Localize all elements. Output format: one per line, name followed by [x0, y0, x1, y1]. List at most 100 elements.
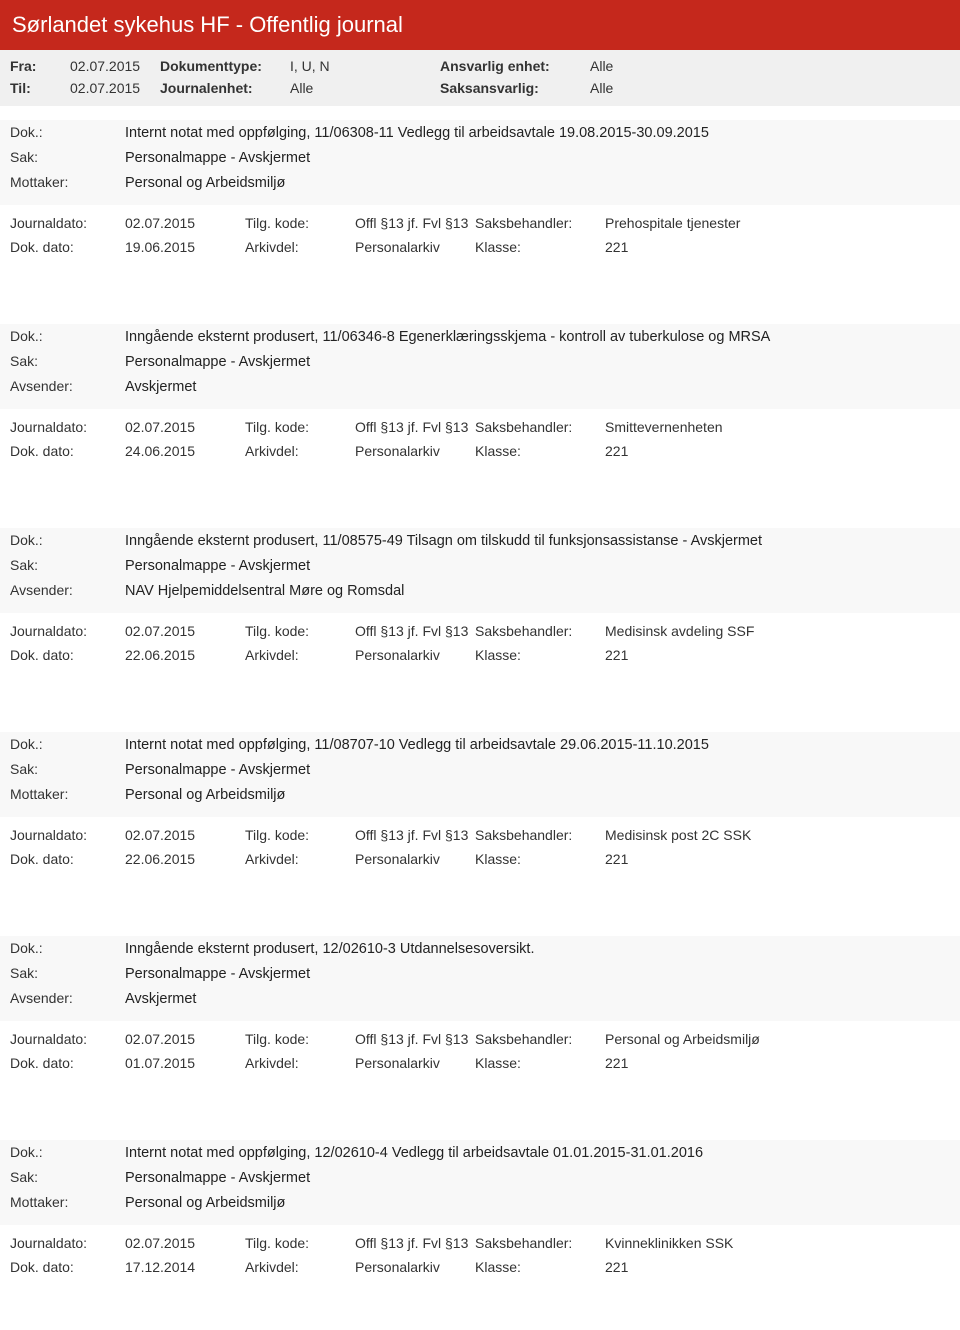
- party-value: Personal og Arbeidsmiljø: [125, 175, 950, 191]
- journaldato-value: 02.07.2015: [125, 419, 245, 435]
- arkivdel-value: Personalarkiv: [355, 443, 475, 459]
- sak-value: Personalmappe - Avskjermet: [125, 762, 950, 778]
- klasse-label: Klasse:: [475, 647, 605, 663]
- tilgkode-label: Tilg. kode:: [245, 1031, 355, 1047]
- sak-value: Personalmappe - Avskjermet: [125, 150, 950, 166]
- sak-label: Sak:: [10, 353, 125, 369]
- dokdato-value: 19.06.2015: [125, 239, 245, 255]
- journaldato-label: Journaldato:: [10, 1031, 125, 1047]
- til-label: Til:: [10, 80, 70, 96]
- tilgkode-label: Tilg. kode:: [245, 623, 355, 639]
- journaldato-label: Journaldato:: [10, 827, 125, 843]
- sak-label: Sak:: [10, 761, 125, 777]
- party-value: Avskjermet: [125, 991, 950, 1007]
- tilgkode-value: Offl §13 jf. Fvl §13: [355, 1235, 475, 1251]
- sak-label: Sak:: [10, 965, 125, 981]
- journaldato-value: 02.07.2015: [125, 1031, 245, 1047]
- dok-label: Dok.:: [10, 940, 125, 956]
- party-label: Mottaker:: [10, 1194, 125, 1210]
- sak-value: Personalmappe - Avskjermet: [125, 1170, 950, 1186]
- dok-label: Dok.:: [10, 1144, 125, 1160]
- journal-entry: Dok.: Internt notat med oppfølging, 11/0…: [0, 718, 960, 892]
- sak-label: Sak:: [10, 149, 125, 165]
- dokdato-label: Dok. dato:: [10, 239, 125, 255]
- saksbehandler-value: Medisinsk avdeling SSF: [605, 623, 950, 639]
- journal-entry: Dok.: Inngående eksternt produsert, 11/0…: [0, 310, 960, 484]
- saksansvarlig-label: Saksansvarlig:: [440, 80, 590, 96]
- page-title: Sørlandet sykehus HF - Offentlig journal: [12, 12, 403, 37]
- dok-value: Inngående eksternt produsert, 12/02610-3…: [125, 941, 950, 957]
- tilgkode-value: Offl §13 jf. Fvl §13: [355, 827, 475, 843]
- dok-label: Dok.:: [10, 736, 125, 752]
- tilgkode-value: Offl §13 jf. Fvl §13: [355, 1031, 475, 1047]
- dokdato-label: Dok. dato:: [10, 851, 125, 867]
- klasse-label: Klasse:: [475, 851, 605, 867]
- tilgkode-value: Offl §13 jf. Fvl §13: [355, 623, 475, 639]
- saksbehandler-label: Saksbehandler:: [475, 1235, 605, 1251]
- arkivdel-value: Personalarkiv: [355, 647, 475, 663]
- saksbehandler-value: Personal og Arbeidsmiljø: [605, 1031, 950, 1047]
- dokdato-label: Dok. dato:: [10, 647, 125, 663]
- tilgkode-label: Tilg. kode:: [245, 215, 355, 231]
- dokdato-value: 22.06.2015: [125, 851, 245, 867]
- arkivdel-label: Arkivdel:: [245, 1055, 355, 1071]
- dok-label: Dok.:: [10, 328, 125, 344]
- dok-label: Dok.:: [10, 532, 125, 548]
- sak-value: Personalmappe - Avskjermet: [125, 966, 950, 982]
- doktype-value: I, U, N: [290, 58, 440, 74]
- journaldato-value: 02.07.2015: [125, 1235, 245, 1251]
- dokdato-value: 24.06.2015: [125, 443, 245, 459]
- arkivdel-label: Arkivdel:: [245, 647, 355, 663]
- dok-value: Inngående eksternt produsert, 11/08575-4…: [125, 533, 950, 549]
- dok-value: Internt notat med oppfølging, 12/02610-4…: [125, 1145, 950, 1161]
- dok-value: Inngående eksternt produsert, 11/06346-8…: [125, 329, 950, 345]
- klasse-value: 221: [605, 1259, 950, 1275]
- journal-entry: Dok.: Inngående eksternt produsert, 12/0…: [0, 922, 960, 1096]
- party-value: NAV Hjelpemiddelsentral Møre og Romsdal: [125, 583, 950, 599]
- doktype-label: Dokumenttype:: [160, 58, 290, 74]
- journaldato-value: 02.07.2015: [125, 215, 245, 231]
- arkivdel-label: Arkivdel:: [245, 239, 355, 255]
- journaldato-value: 02.07.2015: [125, 623, 245, 639]
- klasse-value: 221: [605, 647, 950, 663]
- tilgkode-label: Tilg. kode:: [245, 419, 355, 435]
- party-label: Avsender:: [10, 990, 125, 1006]
- tilgkode-label: Tilg. kode:: [245, 1235, 355, 1251]
- journal-entry: Dok.: Internt notat med oppfølging, 11/0…: [0, 106, 960, 280]
- arkivdel-label: Arkivdel:: [245, 851, 355, 867]
- journal-entry: Dok.: Internt notat med oppfølging, 12/0…: [0, 1126, 960, 1300]
- tilgkode-label: Tilg. kode:: [245, 827, 355, 843]
- saksbehandler-value: Smittevernenheten: [605, 419, 950, 435]
- party-label: Avsender:: [10, 378, 125, 394]
- saksbehandler-label: Saksbehandler:: [475, 827, 605, 843]
- fra-label: Fra:: [10, 58, 70, 74]
- dokdato-label: Dok. dato:: [10, 443, 125, 459]
- dokdato-value: 01.07.2015: [125, 1055, 245, 1071]
- journaldato-label: Journaldato:: [10, 215, 125, 231]
- ansvarlig-value: Alle: [590, 58, 790, 74]
- arkivdel-label: Arkivdel:: [245, 1259, 355, 1275]
- saksbehandler-label: Saksbehandler:: [475, 419, 605, 435]
- saksbehandler-label: Saksbehandler:: [475, 623, 605, 639]
- til-value: 02.07.2015: [70, 80, 160, 96]
- party-value: Personal og Arbeidsmiljø: [125, 787, 950, 803]
- dokdato-value: 22.06.2015: [125, 647, 245, 663]
- party-value: Personal og Arbeidsmiljø: [125, 1195, 950, 1211]
- dokdato-label: Dok. dato:: [10, 1259, 125, 1275]
- arkivdel-value: Personalarkiv: [355, 851, 475, 867]
- saksbehandler-label: Saksbehandler:: [475, 215, 605, 231]
- saksbehandler-value: Medisinsk post 2C SSK: [605, 827, 950, 843]
- journaldato-label: Journaldato:: [10, 623, 125, 639]
- saksbehandler-value: Prehospitale tjenester: [605, 215, 950, 231]
- filter-bar: Fra: 02.07.2015 Dokumenttype: I, U, N An…: [0, 50, 960, 106]
- tilgkode-value: Offl §13 jf. Fvl §13: [355, 419, 475, 435]
- party-value: Avskjermet: [125, 379, 950, 395]
- journaldato-label: Journaldato:: [10, 419, 125, 435]
- sak-value: Personalmappe - Avskjermet: [125, 558, 950, 574]
- klasse-value: 221: [605, 443, 950, 459]
- saksansvarlig-value: Alle: [590, 80, 790, 96]
- klasse-value: 221: [605, 239, 950, 255]
- party-label: Avsender:: [10, 582, 125, 598]
- page-title-bar: Sørlandet sykehus HF - Offentlig journal: [0, 0, 960, 50]
- tilgkode-value: Offl §13 jf. Fvl §13: [355, 215, 475, 231]
